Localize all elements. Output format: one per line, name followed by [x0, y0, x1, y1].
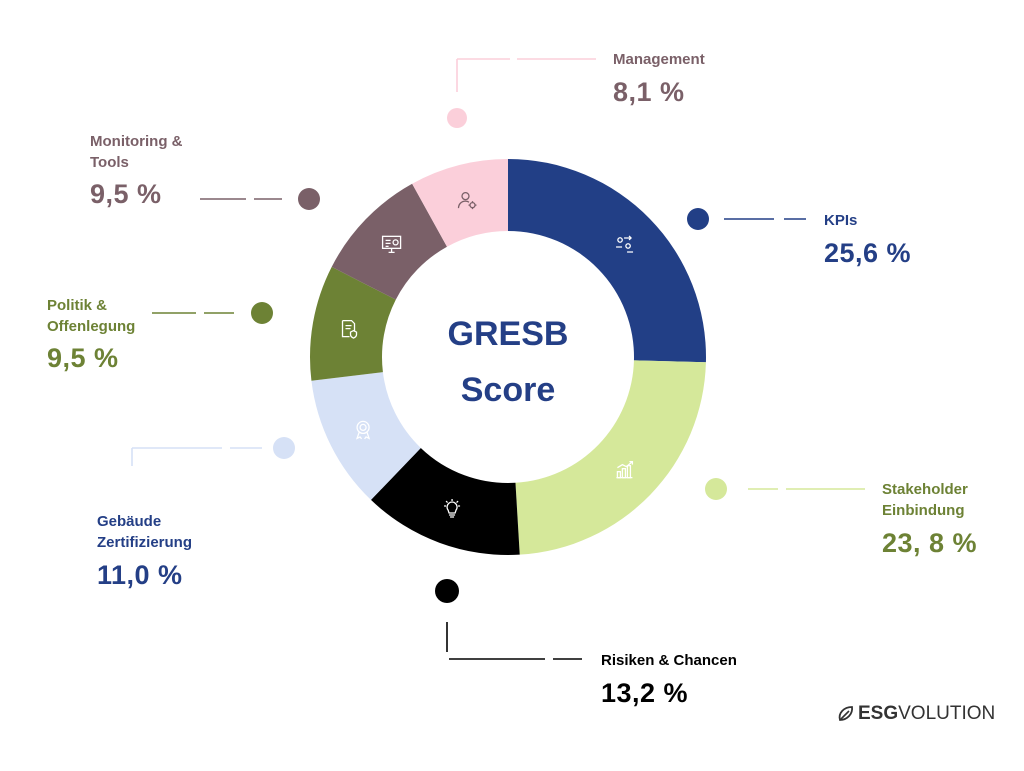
segment-label: Management	[613, 51, 705, 68]
brand-prefix: ESG	[858, 703, 899, 724]
people-exchange-icon	[616, 235, 634, 253]
donut-segment	[515, 360, 706, 555]
segment-value: 23, 8 %	[882, 528, 978, 558]
growth-chart-icon	[616, 461, 634, 479]
chart-center-title: GRESB Score	[408, 306, 608, 418]
segment-value: 11,0 %	[97, 560, 183, 590]
brand-suffix: VOLUTION	[898, 703, 996, 724]
donut-segment	[311, 372, 421, 500]
segment-label: Gebäude Zertifizierung	[97, 513, 193, 551]
lightbulb-icon	[444, 499, 461, 518]
brand-logo: ESG VOLUTION	[836, 703, 995, 725]
certificate-badge-icon	[355, 420, 371, 440]
segment-label: Risiken & Chancen	[601, 652, 737, 669]
segment-label: Stakeholder Einbindung	[882, 481, 968, 519]
legend-marker	[705, 478, 727, 500]
segment-label: Monitoring & Tools	[90, 133, 183, 171]
legend-marker	[447, 108, 467, 128]
segment-label: KPIs	[824, 212, 858, 229]
person-gear-icon	[457, 191, 477, 210]
donut-segment	[310, 266, 396, 381]
segment-value: 13,2 %	[601, 678, 689, 708]
legend-marker	[435, 579, 459, 603]
segment-value: 9,5 %	[47, 343, 119, 373]
donut-segment	[370, 447, 520, 556]
legend-marker	[251, 302, 273, 324]
brand-mark-icon	[838, 706, 853, 721]
donut-segment	[508, 159, 706, 363]
segment-label: Politik & Offenlegung	[47, 297, 136, 335]
monitor-dashboard-icon	[381, 235, 402, 253]
donut-segment	[331, 183, 447, 300]
legend-marker	[687, 208, 709, 230]
center-title-line: GRESB	[447, 315, 569, 353]
document-shield-icon	[341, 319, 358, 339]
legend-marker	[273, 437, 295, 459]
center-title-line: Score	[460, 371, 556, 409]
segment-value: 25,6 %	[824, 238, 912, 268]
segment-value: 9,5 %	[90, 179, 162, 209]
segment-value: 8,1 %	[613, 77, 685, 107]
legend-marker	[298, 188, 320, 210]
